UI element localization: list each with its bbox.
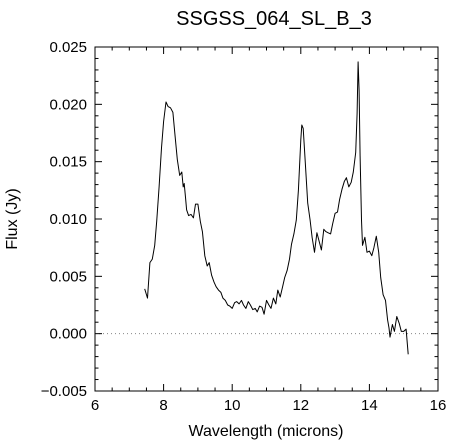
y-axis-label: Flux (Jy) (4, 188, 21, 249)
y-tick-label: 0.025 (49, 39, 87, 56)
x-tick-label: 6 (91, 397, 99, 414)
x-tick-label: 14 (361, 397, 378, 414)
x-tick-label: 8 (159, 397, 167, 414)
y-tick-label: −0.005 (41, 383, 87, 400)
x-tick-label: 16 (430, 397, 447, 414)
chart-title: SSGSS_064_SL_B_3 (176, 8, 372, 30)
y-tick-label: 0.005 (49, 268, 87, 285)
x-axis: 6 8 10 12 14 16 (91, 47, 447, 414)
flux-series-line (144, 61, 409, 355)
x-axis-label: Wavelength (microns) (188, 423, 343, 440)
y-tick-label: 0.020 (49, 96, 87, 113)
plot-border (94, 46, 439, 392)
y-tick-label: 0.010 (49, 211, 87, 228)
y-tick-label: 0.000 (49, 326, 87, 343)
plot-frame (94, 46, 439, 392)
y-tick-label: 0.015 (49, 154, 87, 171)
x-tick-label: 10 (224, 397, 241, 414)
x-tick-label: 12 (292, 397, 309, 414)
y-axis: −0.005 0.000 0.005 0.010 0.015 0.020 0.025 (41, 39, 438, 400)
